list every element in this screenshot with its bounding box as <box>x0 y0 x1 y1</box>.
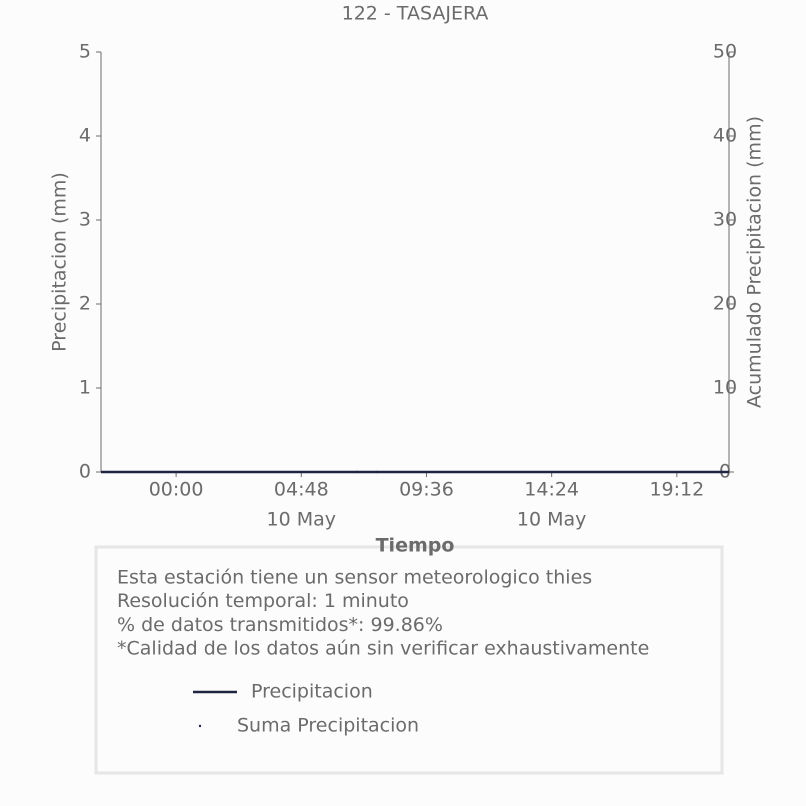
x-tick-label: 00:00 <box>149 479 204 501</box>
y2-tick-label: 10 <box>713 377 737 399</box>
legend-label: Precipitacion <box>251 681 373 703</box>
legend-marker <box>198 724 202 728</box>
y-tick-label: 1 <box>79 377 91 399</box>
x-tick-label: 09:36 <box>399 479 454 501</box>
x-tick-label: 04:48 <box>274 479 329 501</box>
x-tick-label: 10 May <box>267 509 337 531</box>
y-tick-label: 2 <box>79 293 91 315</box>
info-box <box>94 545 724 775</box>
y-tick-label: 5 <box>79 41 91 63</box>
chart-title: 122 - TASAJERA <box>342 3 489 25</box>
data-point <box>355 470 359 474</box>
x-axis-label: Tiempo <box>376 535 455 557</box>
info-text: Resolución temporal: 1 minuto <box>117 590 409 612</box>
y-tick-label: 4 <box>79 125 91 147</box>
x-tick-label: 14:24 <box>524 479 579 501</box>
y-tick-label: 3 <box>79 209 91 231</box>
x-tick-label: 19:12 <box>649 479 704 501</box>
y2-axis-label: Acumulado Precipitacion (mm) <box>744 116 766 408</box>
legend-label: Suma Precipitacion <box>237 715 419 737</box>
data-point <box>374 470 378 474</box>
y2-tick-label: 40 <box>713 125 737 147</box>
y2-tick-label: 30 <box>713 209 737 231</box>
x-tick-label: 10 May <box>517 509 587 531</box>
y2-tick-label: 20 <box>713 293 737 315</box>
info-text: % de datos transmitidos*: 99.86% <box>117 614 443 636</box>
y2-tick-label: 50 <box>713 41 737 63</box>
y-tick-label: 0 <box>79 461 91 483</box>
info-text: Esta estación tiene un sensor meteorolog… <box>117 567 592 589</box>
y-axis-label: Precipitacion (mm) <box>49 172 71 352</box>
info-text: *Calidad de los datos aún sin verificar … <box>117 638 649 660</box>
